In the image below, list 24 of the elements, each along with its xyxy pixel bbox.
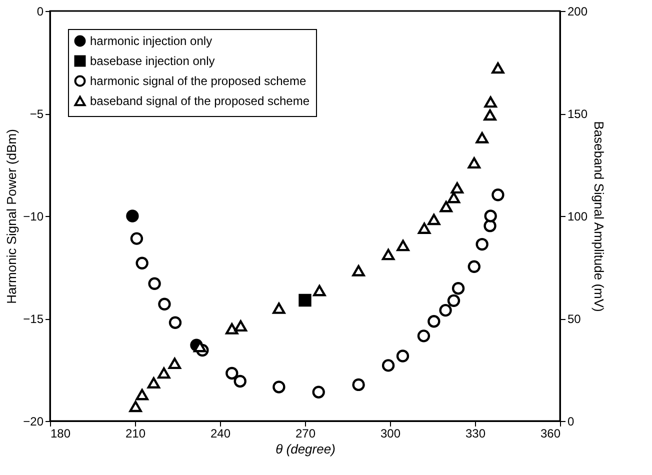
y-tick-label: −15 [23, 312, 44, 326]
y2-tick-label: 0 [568, 414, 574, 428]
legend-label: harmonic injection only [90, 34, 212, 48]
x-tick-label: 330 [465, 426, 486, 440]
y2-axis-title: Baseband Signal Amplitude (mV) [592, 121, 607, 312]
legend-label: basebase injection only [90, 54, 215, 68]
y-tick-label: −5 [30, 107, 44, 121]
x-tick-label: 270 [295, 426, 316, 440]
x-tick-label: 210 [125, 426, 146, 440]
legend-label: baseband signal of the proposed scheme [90, 94, 310, 108]
y-tick-label: −20 [23, 414, 44, 428]
y2-tick-label: 100 [568, 210, 588, 224]
x-tick-label: 180 [50, 426, 71, 440]
y-tick-label: 0 [36, 4, 44, 18]
x-axis-title: θ (degree) [276, 442, 336, 456]
x-tick-label: 360 [540, 426, 561, 440]
y2-tick-label: 150 [568, 107, 588, 121]
x-tick-label: 300 [380, 426, 401, 440]
legend-label: harmonic signal of the proposed scheme [90, 74, 306, 88]
x-tick-label: 240 [210, 426, 231, 440]
y-axis-title: Harmonic Signal Power (dBm) [4, 129, 20, 304]
y2-tick-label: 200 [568, 4, 588, 18]
y2-tick-label: 50 [568, 312, 582, 326]
y-tick-label: −10 [23, 210, 44, 224]
